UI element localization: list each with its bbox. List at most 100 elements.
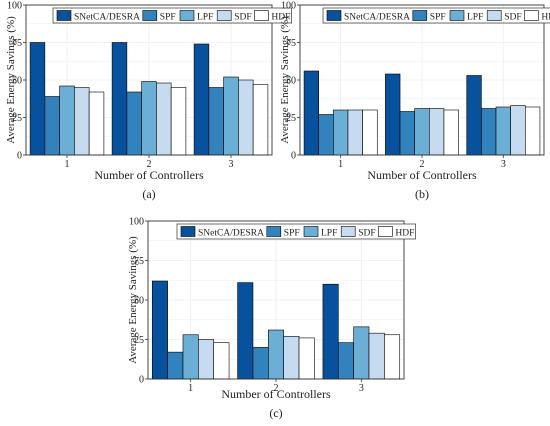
bar-sdf-2 [283,336,300,380]
legend-label: SDF [234,12,251,22]
bar-hdf-2 [443,109,459,156]
x-tick-label: 3 [501,159,506,170]
bar-lpf-2 [268,329,284,380]
x-tick-label: 2 [420,159,425,170]
legend-label: SPF [430,12,446,22]
legend-label: HDF [541,12,550,22]
y-tick-label: 50 [12,76,22,87]
legend-swatch [378,226,393,237]
bar-hdf-1 [88,91,105,156]
y-axis-title: Average Energy Savings (%) [5,16,17,144]
legend: SNetCA/DESRA SPF LPF SDF HDF [52,7,292,24]
panel-label: (c) [269,406,282,420]
x-axis-title: Number of Controllers [221,387,331,401]
bar-spf-1 [167,351,184,380]
legend: SNetCA/DESRA SPF LPF SDF HDF [176,223,416,240]
bar-spf-3 [337,342,354,380]
bar-hdf-1 [362,109,378,156]
bar-snetca-desra-1 [151,280,168,380]
bar-sdf-1 [74,87,90,156]
bar-snetca-desra-3 [466,75,482,156]
legend-label: HDF [271,12,290,22]
bar-hdf-3 [524,106,541,156]
x-tick-label: 3 [359,383,364,394]
bar-lpf-1 [182,334,199,380]
y-axis-title: Average Energy Savings (%) [127,236,139,364]
bar-hdf-3 [384,334,401,380]
legend-swatch [56,10,72,21]
y-tick-label: 100 [7,1,22,12]
y-tick-label: 25 [134,335,144,346]
legend-label: SNetCA/DESRA [344,12,410,22]
legend: SNetCA/DESRA SPF LPF SDF HDF [322,7,550,24]
x-tick-label: 1 [338,159,343,170]
bar-sdf-2 [156,82,172,156]
bar-hdf-2 [298,337,315,380]
legend-swatch [142,10,158,21]
bar-hdf-2 [170,87,187,156]
legend-label: SNetCA/DESRA [74,12,140,22]
bar-hdf-1 [213,342,230,380]
y-tick-label: 0 [17,151,22,162]
panel-label: (b) [415,187,429,201]
bar-sdf-2 [429,108,445,156]
legend-box [52,7,292,24]
y-tick-label: 100 [281,1,296,12]
y-tick-label: 0 [139,375,144,386]
legend-swatch [180,226,196,237]
y-tick-label: 50 [134,296,144,307]
legend-label: LPF [197,12,213,22]
legend-swatch [266,226,282,237]
y-tick-label: 75 [286,38,296,49]
legend-label: SDF [504,12,521,22]
chart-panel-3: 0 25 50 75 100 1 2 3 Number of Controllers Averag… [127,217,416,420]
bar-lpf-2 [141,81,157,156]
x-tick-label: 2 [274,383,279,394]
bar-spf-1 [44,96,60,156]
legend-label: SPF [284,228,300,238]
x-axis-title: Number of Controllers [367,168,477,182]
x-tick-label: 1 [188,383,193,394]
chart-panel-1: 0 25 50 75 100 1 2 3 Number of Controllers Averag… [5,1,292,201]
bar-spf-3 [208,87,224,156]
bar-snetca-desra-1 [29,42,46,156]
bar-spf-2 [126,91,142,156]
bar-lpf-1 [59,85,75,156]
bar-sdf-3 [238,79,254,156]
bar-snetca-desra-1 [303,70,320,156]
legend-swatch [254,10,269,21]
x-tick-label: 1 [65,159,70,170]
y-tick-label: 100 [129,217,144,228]
legend-swatch [303,226,319,237]
legend-swatch [179,10,195,21]
bar-spf-2 [252,347,269,380]
x-axis-title: Number of Controllers [94,168,204,182]
bar-snetca-desra-2 [385,73,401,156]
panel-label: (a) [142,187,155,201]
legend-swatch [486,10,502,21]
bar-snetca-desra-3 [322,283,339,380]
legend-swatch [412,10,428,21]
y-tick-label: 75 [134,256,144,267]
y-axis-title: Average Energy Savings (%) [279,16,291,144]
legend-label: SNetCA/DESRA [198,228,264,238]
legend-label: SPF [160,12,176,22]
bar-sdf-1 [198,339,215,380]
legend-swatch [340,226,356,237]
bar-sdf-1 [347,109,363,156]
bar-lpf-2 [414,108,430,156]
y-tick-label: 25 [286,113,296,124]
bar-snetca-desra-3 [193,43,210,156]
bar-lpf-3 [495,106,511,156]
bar-snetca-desra-2 [237,282,254,380]
bar-lpf-3 [353,326,370,380]
legend-swatch [449,10,465,21]
chart-panel-2: 0 25 50 75 100 1 2 3 Number of Controllers Averag… [279,1,550,201]
y-tick-label: 75 [12,38,22,49]
bar-snetca-desra-2 [111,42,128,156]
legend-swatch [216,10,232,21]
bar-sdf-3 [510,105,526,156]
legend-label: LPF [321,228,337,238]
